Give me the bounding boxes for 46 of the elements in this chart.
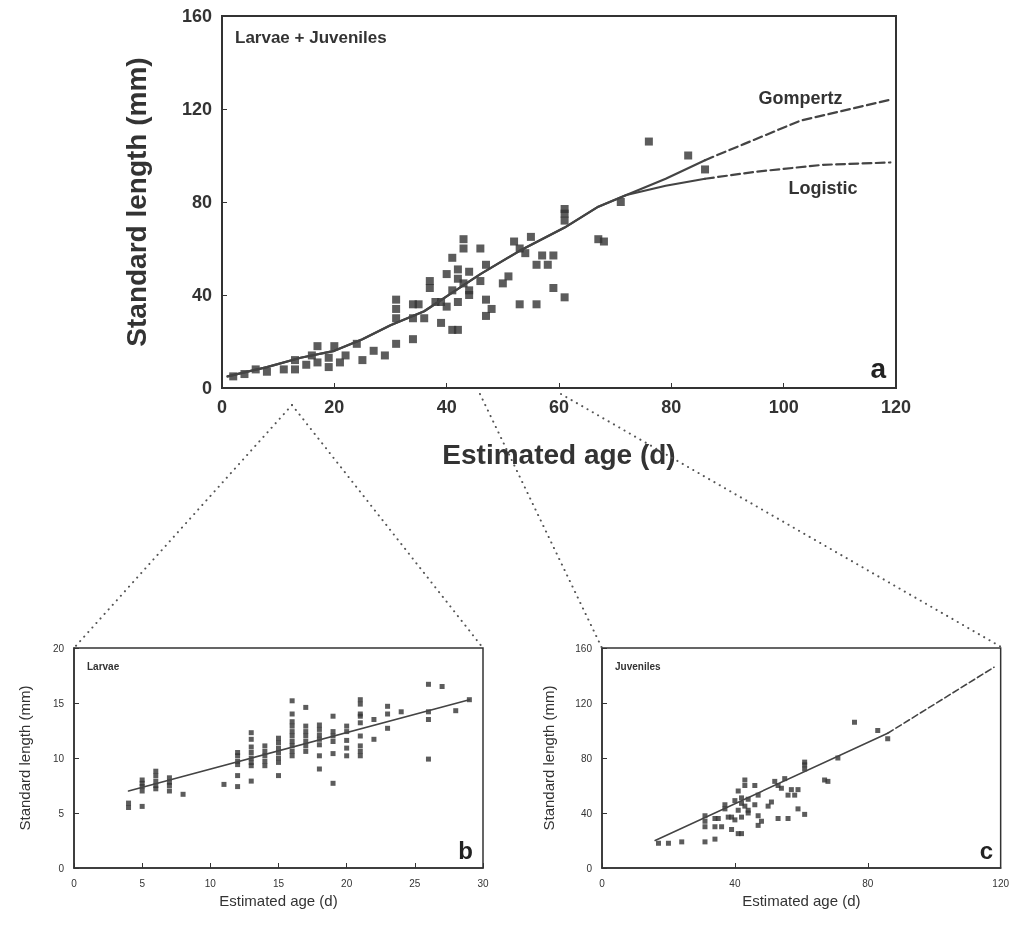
y-tick-label: 10 [52,752,65,764]
text: Larvae [87,660,120,672]
y-tick-label: 5 [58,807,65,819]
x-tick-label: 40 [436,397,457,417]
y-axis-title: Standard length (mm) [16,685,33,831]
x-tick-label: 0 [216,397,228,417]
y-tick-label: 80 [191,192,212,212]
y-tick-label: 160 [181,6,212,26]
text: Larvae + Juveniles [235,28,387,47]
y-tick-label: 160 [575,642,593,654]
y-tick-label: 120 [181,99,212,119]
x-tick-label: 20 [341,877,353,889]
x-tick-label: 80 [862,877,874,889]
x-axis-title: Estimated age (d) [442,438,676,470]
x-tick-label: 15 [272,877,285,889]
x-tick-label: 120 [992,877,1010,889]
x-tick-label: 120 [880,397,912,417]
x-tick-label: 20 [324,397,345,417]
x-tick-label: 40 [729,877,741,889]
x-axis-title: Estimated age (d) [742,891,861,909]
y-axis-title: Standard length (mm) [540,685,557,831]
x-tick-label: 60 [548,397,570,417]
y-tick-label: 40 [580,807,593,819]
y-tick-label: 80 [580,752,593,764]
x-tick-label: 25 [409,877,421,889]
x-tick-label: 30 [477,877,489,889]
series-label: Gompertz [758,87,843,108]
y-tick-label: 15 [52,697,65,709]
x-tick-label: 100 [768,397,799,417]
x-tick-label: 80 [661,397,682,417]
annotation: a [870,352,887,384]
text: Juveniles [615,660,662,672]
x-tick-label: 5 [139,877,146,889]
y-tick-label: 120 [575,697,593,709]
y-tick-label: 40 [191,285,212,305]
y-tick-label: 0 [58,862,65,874]
y-tick-label: 0 [201,378,212,398]
x-axis-title: Estimated age (d) [219,891,338,909]
x-tick-label: 0 [71,877,78,889]
y-tick-label: 0 [586,862,593,874]
annotation: c [979,836,994,864]
x-tick-label: 0 [599,877,606,889]
y-axis-title: Standard length (mm) [120,57,152,347]
y-tick-label: 20 [52,642,65,654]
series-label: Logistic [788,177,858,198]
annotation: b [458,836,474,864]
